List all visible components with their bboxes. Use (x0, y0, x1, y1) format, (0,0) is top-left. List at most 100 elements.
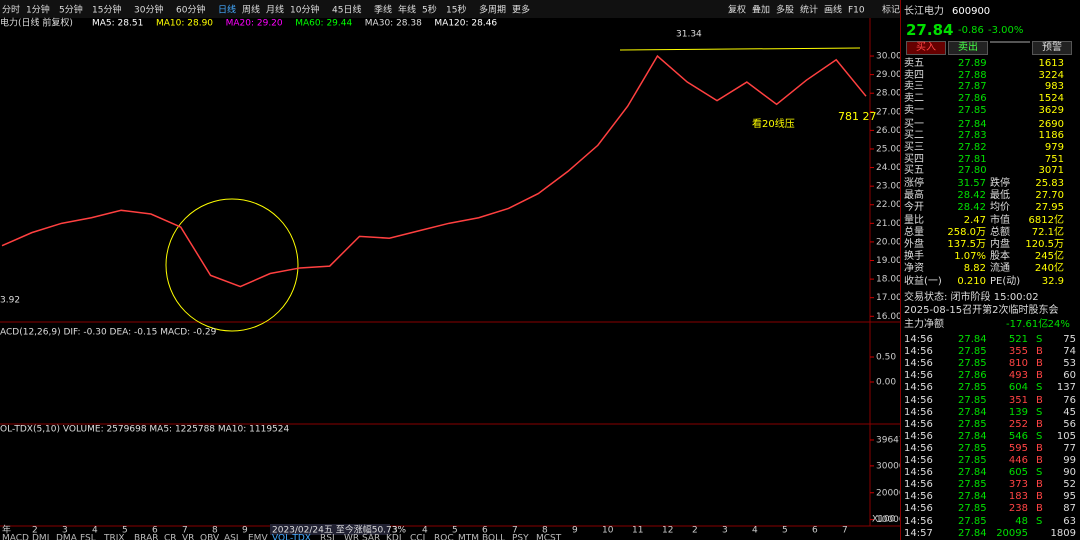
chart-name: 电力(日线 前复权) (0, 17, 73, 29)
indicator-tab[interactable]: DMA (56, 534, 78, 540)
stat-value: 137.5万 (947, 239, 986, 250)
range-note: 2023/02/24五 至今涨幅50.73% (272, 524, 406, 536)
action-button[interactable] (990, 41, 1030, 43)
stat-value: 258.0万 (947, 226, 986, 238)
stat-value: 1.07% (954, 251, 986, 263)
indicator-tab[interactable]: PSY (512, 534, 529, 540)
indicator-tab[interactable]: OBV (200, 534, 220, 540)
tool-button: 多股 (776, 4, 794, 16)
tick-side: B (1036, 503, 1043, 515)
indicator-tab[interactable]: DMI (32, 534, 49, 540)
tick-volume: 521 (1008, 334, 1028, 345)
y-tick-label: 27.00 (876, 107, 900, 117)
tick-count: 87 (1063, 503, 1076, 515)
stat-value: 2.47 (963, 214, 986, 226)
indicator-tab[interactable]: MCST (536, 534, 562, 540)
indicator-tab[interactable]: VOL-TDX (272, 534, 311, 540)
tick-volume: 595 (1008, 442, 1028, 454)
y-tick-label: 30000 (876, 461, 900, 471)
trend-line (619, 47, 861, 51)
tick-volume: 373 (1008, 479, 1028, 491)
change-pct: -3.00% (988, 25, 1024, 36)
indicator-tab[interactable]: MTM (458, 534, 479, 540)
indicator-tab[interactable]: SAR (362, 534, 380, 540)
indicator-tab[interactable]: ROC (434, 534, 454, 540)
ma-label: MA5: 28.51 (92, 19, 143, 29)
period-tab: 多周期 (479, 4, 506, 16)
flow-value: -17.61亿 (1006, 319, 1049, 330)
x-tick-label: 2 (692, 526, 698, 536)
tick-time: 14:56 (904, 370, 933, 382)
chart-area: 分时 1分钟 5分钟 15分钟 30分钟 60分钟 日线 周线 月线 10分钟 45日线 季线 年线 5秒… (0, 0, 900, 540)
annotation: 781 27 (838, 110, 877, 123)
ma-label: MA20: 29.20 (226, 19, 283, 29)
x-tick-label: 6 (812, 526, 818, 536)
tick-time: 14:56 (904, 382, 933, 394)
x-tick-label: 5 (782, 526, 788, 536)
indicator-tab[interactable]: RSI (320, 534, 335, 540)
book-price: 27.86 (958, 93, 987, 105)
book-volume: 3629 (1038, 104, 1064, 116)
tick-side: S (1036, 334, 1043, 345)
tick-price: 27.85 (958, 394, 987, 406)
y-tick-label: 0.50 (876, 353, 896, 363)
tick-time: 14:56 (904, 430, 933, 442)
tick-time: 14:56 (904, 503, 933, 515)
book-side: 卖一 (904, 104, 924, 116)
x-tick-label: 7 (512, 526, 518, 536)
x-tick-label: 5 (452, 526, 458, 536)
book-side: 卖三 (904, 81, 924, 93)
book-side: 卖二 (904, 93, 924, 105)
indicator-tab[interactable]: BOLL (482, 534, 505, 540)
indicator-tab[interactable]: WR (344, 534, 359, 540)
indicator-tab[interactable]: EMV (248, 534, 268, 540)
tick-volume: 139 (1008, 406, 1028, 418)
book-volume: 1186 (1038, 130, 1064, 142)
y-tick-label: 25.00 (876, 144, 900, 154)
tick-time: 14:56 (904, 467, 933, 479)
price-line (1, 54, 867, 288)
tick-price: 27.85 (958, 479, 987, 491)
tick-count: 53 (1063, 358, 1076, 370)
indicator-header: ACD(12,26,9) DIF: -0.30 DEA: -0.15 MACD:… (0, 328, 217, 338)
tick-side: B (1036, 418, 1043, 430)
action-button[interactable]: 卖出 (948, 41, 988, 55)
indicator-tab[interactable]: ASI (224, 534, 239, 540)
tick-price: 27.85 (958, 346, 987, 358)
notice: 2025-08-15召开第2次临时股东会 (904, 305, 1059, 316)
x-tick-label: 9 (242, 526, 248, 536)
indicator-tab[interactable]: BRAR (134, 534, 158, 540)
y-tick-label: 19.00 (876, 256, 900, 266)
indicator-tab[interactable]: VR (182, 534, 194, 540)
tick-side: S (1036, 406, 1043, 418)
quote-panel (900, 0, 1080, 540)
tick-volume: 48 (1015, 515, 1028, 527)
tick-side: B (1036, 358, 1043, 370)
stat-label: 市值 (990, 214, 1010, 226)
stat-label: PE(动) (990, 275, 1021, 287)
indicator-tab[interactable]: TRIX (103, 534, 125, 540)
book-side: 买五 (904, 165, 924, 177)
action-button[interactable]: 预警 (1032, 41, 1072, 55)
stat-label: 净资 (904, 263, 924, 275)
indicator-tab[interactable]: KDJ (386, 534, 402, 540)
indicator-tab[interactable]: MACD (2, 534, 29, 540)
period-tab: 周线 (242, 4, 260, 16)
book-volume: 1613 (1038, 58, 1064, 69)
tick-time: 14:57 (904, 527, 933, 539)
tick-time: 14:56 (904, 455, 933, 466)
indicator-tab[interactable]: CR (164, 534, 177, 540)
indicator-tab[interactable]: CCI (410, 534, 425, 540)
period-tab: 年线 (398, 4, 416, 16)
period-tab: 更多 (512, 4, 530, 16)
action-button[interactable]: 买入 (906, 41, 946, 55)
tick-count: 99 (1063, 455, 1076, 466)
tick-time: 14:56 (904, 418, 933, 430)
indicator-tab[interactable]: FSL (80, 534, 96, 540)
tick-count: 45 (1063, 406, 1076, 418)
x-tick-label: 10 (602, 526, 614, 536)
stat-label: 股本 (990, 251, 1010, 263)
period-tab: 5分钟 (59, 4, 83, 16)
tool-button: 复权 (728, 4, 746, 16)
